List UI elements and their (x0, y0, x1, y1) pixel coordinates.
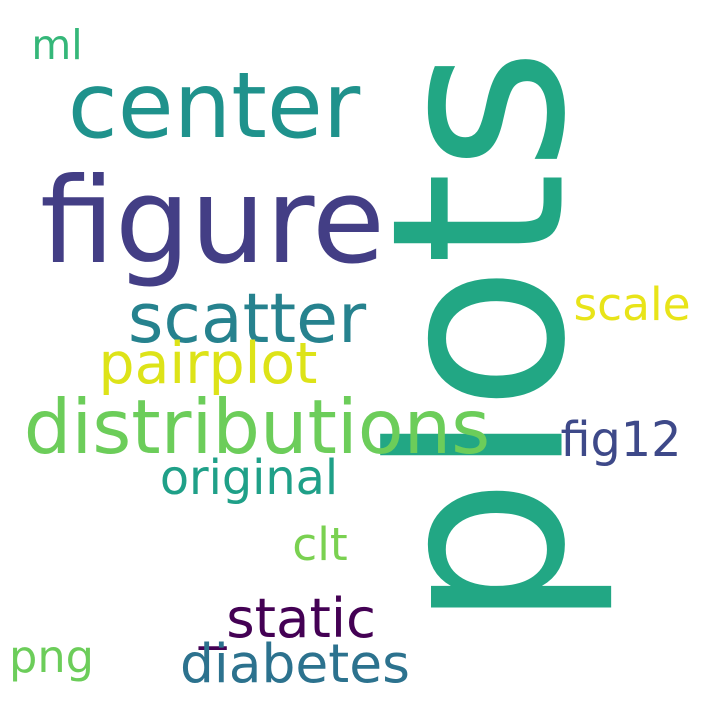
word-plots: plots (340, 47, 619, 629)
word-scale: scale (573, 278, 691, 332)
word-clt: clt (292, 518, 348, 572)
word-pairplot: pairplot (98, 330, 318, 397)
word-center: center (67, 53, 361, 159)
word-png: png (9, 630, 94, 683)
word-distributions: distributions (23, 382, 491, 471)
word-static: _static (198, 585, 377, 650)
word-diabetes: diabetes (180, 632, 410, 696)
word-ml: ml (31, 20, 83, 69)
word-scatter: scatter (127, 279, 367, 359)
word-original: original (159, 451, 339, 507)
word-fig12: fig12 (560, 413, 682, 469)
word-figure: figure (40, 153, 385, 292)
